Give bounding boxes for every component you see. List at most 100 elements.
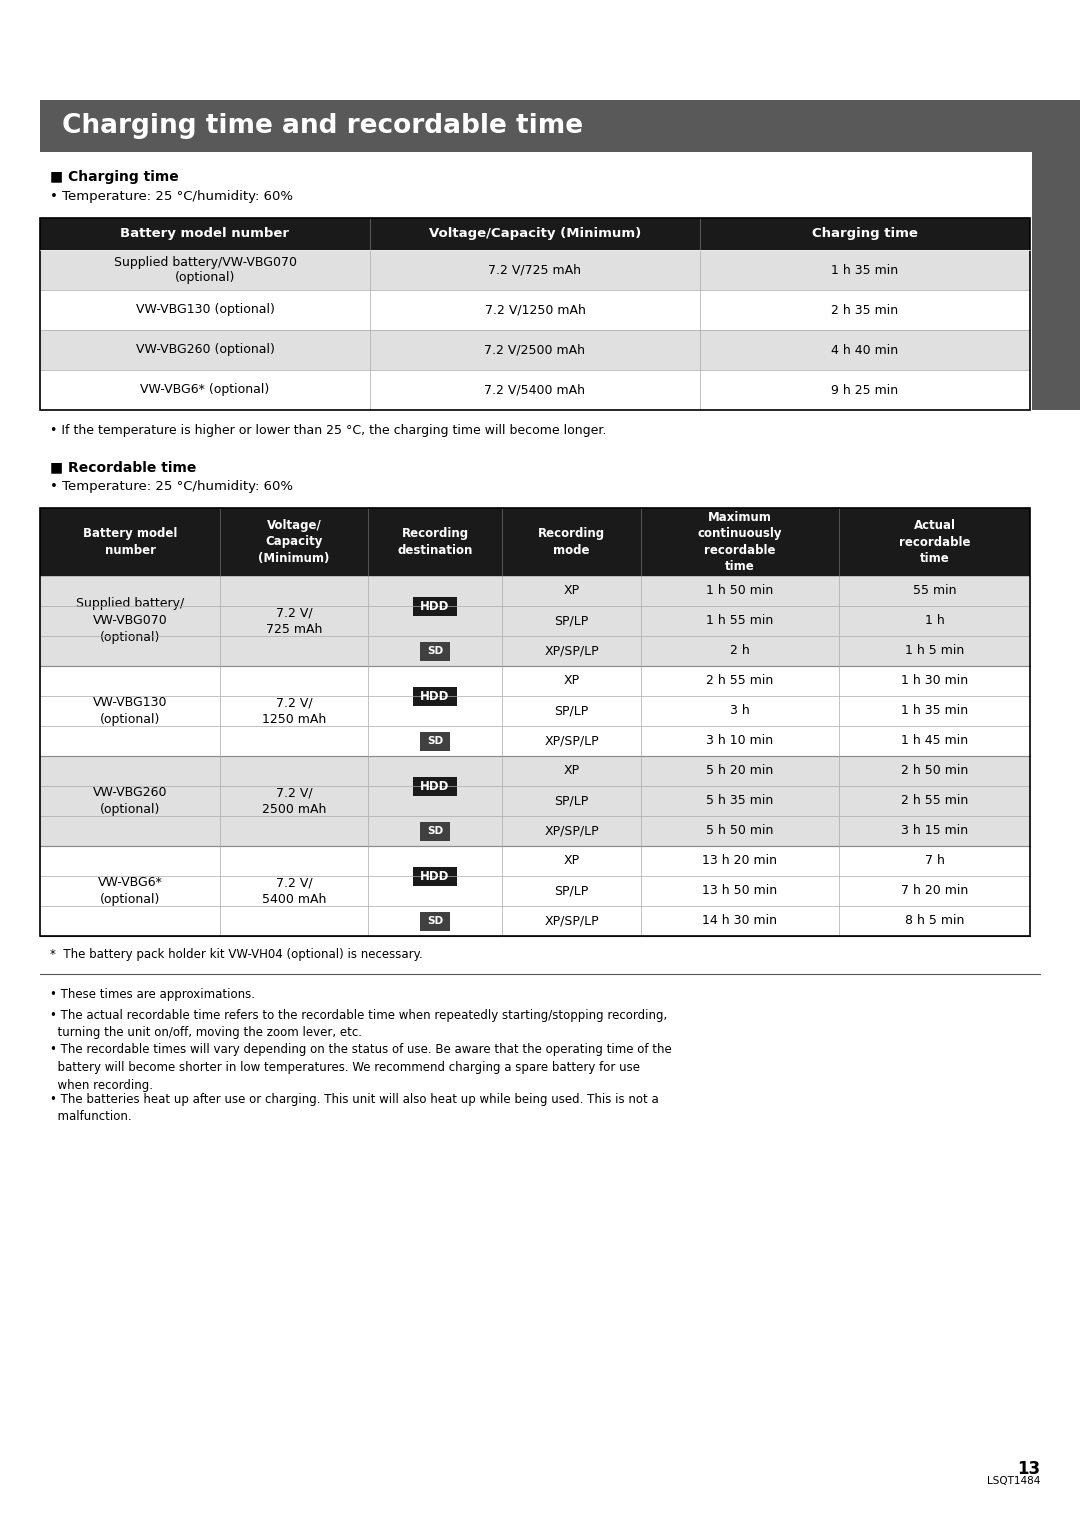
Text: VW-VBG6* (optional): VW-VBG6* (optional)	[140, 383, 270, 397]
Text: XP/SP/LP: XP/SP/LP	[544, 824, 598, 838]
Bar	[700, 250, 1030, 290]
Text: LSQT1484: LSQT1484	[987, 1476, 1040, 1486]
Text: 14 h 30 min: 14 h 30 min	[702, 914, 778, 928]
Bar	[839, 906, 1030, 935]
Bar	[700, 330, 1030, 369]
Bar	[502, 696, 642, 726]
Text: SP/LP: SP/LP	[554, 615, 589, 627]
Bar	[642, 696, 839, 726]
Bar	[839, 786, 1030, 816]
Text: Actual
recordable
time: Actual recordable time	[899, 519, 970, 565]
Bar	[420, 821, 450, 841]
Bar	[420, 731, 450, 751]
Text: XP/SP/LP: XP/SP/LP	[544, 644, 598, 658]
Text: XP: XP	[564, 855, 580, 867]
Text: XP/SP/LP: XP/SP/LP	[544, 734, 598, 748]
Bar	[642, 508, 839, 575]
Bar	[368, 755, 502, 816]
Bar	[220, 755, 368, 845]
Text: 13: 13	[1017, 1460, 1040, 1479]
Bar	[839, 606, 1030, 636]
Bar	[413, 687, 457, 705]
Text: 1 h 55 min: 1 h 55 min	[706, 615, 773, 627]
Text: 1 h 30 min: 1 h 30 min	[901, 674, 968, 688]
Text: Supplied battery/VW-VBG070
(optional): Supplied battery/VW-VBG070 (optional)	[113, 256, 297, 284]
Bar	[839, 876, 1030, 906]
Text: XP: XP	[564, 674, 580, 688]
Text: Voltage/Capacity (Minimum): Voltage/Capacity (Minimum)	[429, 227, 642, 241]
Text: SP/LP: SP/LP	[554, 705, 589, 717]
Bar	[40, 218, 1030, 410]
Text: SD: SD	[427, 826, 443, 836]
Text: HDD: HDD	[420, 780, 449, 792]
Text: 2 h 55 min: 2 h 55 min	[706, 674, 773, 688]
Text: 7.2 V/5400 mAh: 7.2 V/5400 mAh	[485, 383, 585, 397]
Bar	[40, 101, 1032, 153]
Bar	[40, 330, 370, 369]
Text: • The actual recordable time refers to the recordable time when repeatedly start: • The actual recordable time refers to t…	[50, 1009, 667, 1039]
Text: • Temperature: 25 °C/humidity: 60%: • Temperature: 25 °C/humidity: 60%	[50, 481, 293, 493]
Text: 2 h 55 min: 2 h 55 min	[901, 795, 968, 807]
Text: ■ Charging time: ■ Charging time	[50, 169, 179, 185]
Bar	[413, 867, 457, 885]
Text: 13 h 20 min: 13 h 20 min	[702, 855, 778, 867]
Bar	[368, 508, 502, 575]
Text: Maximum
continuously
recordable
time: Maximum continuously recordable time	[698, 511, 782, 574]
Text: • The recordable times will vary depending on the status of use. Be aware that t: • The recordable times will vary dependi…	[50, 1044, 672, 1091]
Bar	[370, 218, 700, 250]
Bar	[839, 508, 1030, 575]
Bar	[502, 755, 642, 786]
Bar	[40, 665, 220, 755]
Text: VW-VBG130 (optional): VW-VBG130 (optional)	[136, 304, 274, 316]
Text: XP: XP	[564, 765, 580, 778]
Bar	[370, 330, 700, 369]
Bar	[642, 575, 839, 606]
Text: 1 h 45 min: 1 h 45 min	[901, 734, 968, 748]
Text: 7.2 V/1250 mAh: 7.2 V/1250 mAh	[485, 304, 585, 316]
Bar	[700, 218, 1030, 250]
Text: 5 h 20 min: 5 h 20 min	[706, 765, 773, 778]
Text: 7.2 V/2500 mAh: 7.2 V/2500 mAh	[485, 343, 585, 357]
Bar	[370, 369, 700, 410]
Text: *  The battery pack holder kit VW-VH04 (optional) is necessary.: * The battery pack holder kit VW-VH04 (o…	[50, 948, 422, 961]
Bar	[642, 755, 839, 786]
Bar	[40, 218, 370, 250]
Text: VW-VBG260
(optional): VW-VBG260 (optional)	[93, 786, 167, 816]
Text: 55 min: 55 min	[913, 584, 956, 598]
Text: XP: XP	[564, 584, 580, 598]
Bar	[40, 508, 1030, 935]
Text: 7.2 V/
725 mAh: 7.2 V/ 725 mAh	[266, 606, 322, 636]
Text: • Temperature: 25 °C/humidity: 60%: • Temperature: 25 °C/humidity: 60%	[50, 191, 293, 203]
Bar	[642, 816, 839, 845]
Bar	[642, 636, 839, 665]
Bar	[642, 665, 839, 696]
Text: 9 h 25 min: 9 h 25 min	[832, 383, 899, 397]
Bar	[642, 726, 839, 755]
Text: 4 h 40 min: 4 h 40 min	[832, 343, 899, 357]
Text: SD: SD	[427, 645, 443, 656]
Text: Battery model
number: Battery model number	[83, 528, 177, 557]
Text: SP/LP: SP/LP	[554, 795, 589, 807]
Bar	[368, 906, 502, 935]
Text: 7.2 V/725 mAh: 7.2 V/725 mAh	[488, 264, 581, 276]
Text: HDD: HDD	[420, 690, 449, 702]
Bar	[220, 845, 368, 935]
Text: Charging time: Charging time	[812, 227, 918, 241]
Text: SD: SD	[427, 736, 443, 746]
Bar	[700, 290, 1030, 330]
Bar	[413, 597, 457, 615]
Bar	[220, 665, 368, 755]
Text: • These times are approximations.: • These times are approximations.	[50, 987, 255, 1001]
Bar	[420, 911, 450, 931]
Text: Recording
mode: Recording mode	[538, 528, 605, 557]
Text: SD: SD	[427, 916, 443, 926]
Text: VW-VBG6*
(optional): VW-VBG6* (optional)	[97, 876, 162, 906]
Bar	[700, 369, 1030, 410]
Text: HDD: HDD	[420, 870, 449, 882]
Bar	[40, 508, 220, 575]
Text: 2 h 50 min: 2 h 50 min	[901, 765, 968, 778]
Bar	[502, 606, 642, 636]
Bar	[839, 575, 1030, 606]
Bar	[370, 250, 700, 290]
Bar	[40, 845, 220, 935]
